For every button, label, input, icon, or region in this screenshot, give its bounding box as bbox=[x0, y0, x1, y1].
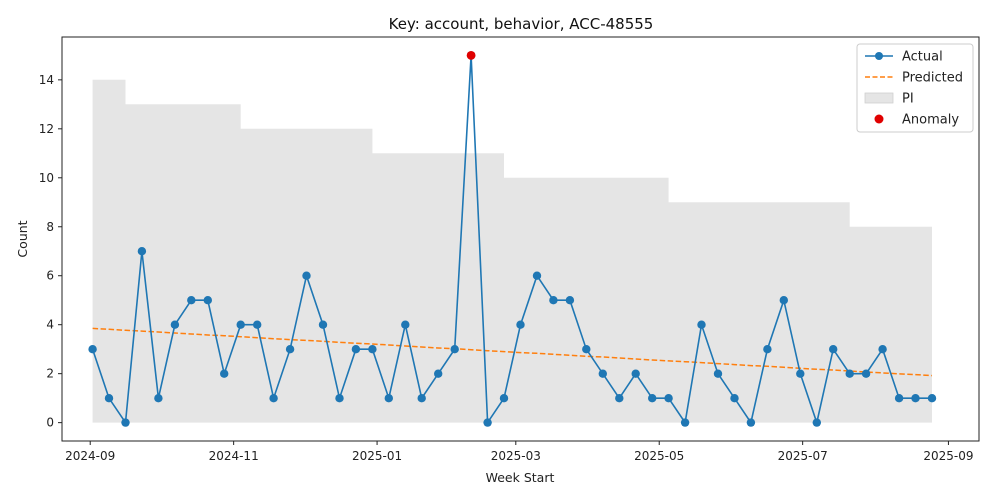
actual-line bbox=[91, 55, 932, 426]
actual-point bbox=[302, 271, 311, 280]
actual-point bbox=[763, 345, 772, 354]
actual-point bbox=[104, 394, 114, 403]
actual-point bbox=[878, 345, 887, 354]
actual-point bbox=[335, 394, 344, 403]
x-axis-label: Week Start bbox=[486, 470, 555, 485]
actual-point bbox=[565, 296, 575, 305]
predicted-line bbox=[92, 327, 933, 377]
actual-point bbox=[417, 394, 426, 403]
actual-point bbox=[318, 320, 328, 329]
actual-point bbox=[137, 247, 147, 256]
y-tick-label: 14 bbox=[39, 73, 54, 87]
actual-point bbox=[368, 345, 377, 354]
actual-point bbox=[697, 320, 706, 329]
legend-anomaly-marker bbox=[874, 114, 884, 124]
actual-point bbox=[187, 296, 196, 305]
actual-point bbox=[779, 296, 788, 305]
actual-point bbox=[911, 394, 920, 403]
legend-label: Anomaly bbox=[902, 113, 959, 128]
actual-point bbox=[253, 320, 262, 329]
legend-frame bbox=[856, 43, 974, 133]
y-tick-label: 10 bbox=[39, 171, 54, 185]
y-tick-label: 4 bbox=[46, 318, 54, 332]
x-tick-label: 2024-09 bbox=[65, 449, 115, 463]
actual-point bbox=[796, 369, 805, 378]
chart-title: Key: account, behavior, ACC-48555 bbox=[389, 15, 654, 33]
y-tick-label: 0 bbox=[46, 416, 54, 430]
actual-point bbox=[236, 320, 245, 329]
x-tick-label: 2025-07 bbox=[778, 449, 828, 463]
actual-point bbox=[927, 394, 937, 403]
plot-frame bbox=[61, 36, 980, 442]
actual-point bbox=[894, 394, 904, 403]
actual-point bbox=[532, 271, 542, 280]
actual-point bbox=[170, 320, 180, 329]
anomaly-point bbox=[466, 51, 476, 60]
legend-actual-marker bbox=[875, 52, 883, 60]
actual-point bbox=[450, 345, 459, 354]
x-tick-label: 2025-01 bbox=[352, 449, 402, 463]
actual-point bbox=[664, 394, 673, 403]
actual-point bbox=[499, 394, 509, 403]
legend-label: Predicted bbox=[902, 71, 963, 86]
actual-point bbox=[220, 369, 229, 378]
actual-point bbox=[121, 418, 130, 427]
actual-point bbox=[483, 418, 492, 427]
actual-point bbox=[384, 394, 393, 403]
y-axis-label: Count bbox=[15, 220, 30, 257]
prediction-interval-band bbox=[92, 79, 933, 423]
y-tick-label: 8 bbox=[46, 220, 54, 234]
actual-point bbox=[434, 369, 443, 378]
x-tick-label: 2024-11 bbox=[209, 449, 259, 463]
x-tick-label: 2025-05 bbox=[634, 449, 684, 463]
actual-point bbox=[730, 394, 739, 403]
actual-point bbox=[351, 345, 361, 354]
actual-point bbox=[516, 320, 525, 329]
actual-point bbox=[845, 369, 854, 378]
actual-point bbox=[203, 296, 212, 305]
actual-point bbox=[269, 394, 278, 403]
actual-point bbox=[631, 369, 640, 378]
x-tick-label: 2025-09 bbox=[923, 449, 973, 463]
actual-point bbox=[713, 369, 723, 378]
legend-label: PI bbox=[902, 92, 914, 107]
y-tick-label: 6 bbox=[46, 269, 54, 283]
actual-point bbox=[746, 418, 756, 427]
actual-point bbox=[285, 345, 295, 354]
actual-point bbox=[401, 320, 410, 329]
actual-point bbox=[598, 369, 607, 378]
actual-point bbox=[648, 394, 657, 403]
actual-point bbox=[549, 296, 558, 305]
legend-label: Actual bbox=[902, 50, 943, 65]
actual-point bbox=[615, 394, 624, 403]
actual-point bbox=[680, 418, 690, 427]
y-tick-label: 2 bbox=[46, 367, 54, 381]
actual-point bbox=[812, 418, 821, 427]
x-tick-label: 2025-03 bbox=[491, 449, 541, 463]
actual-point bbox=[861, 369, 871, 378]
legend-pi-swatch bbox=[864, 92, 894, 104]
y-tick-label: 12 bbox=[39, 122, 54, 136]
actual-point bbox=[582, 345, 591, 354]
actual-point bbox=[829, 345, 838, 354]
actual-point bbox=[154, 394, 163, 403]
actual-point bbox=[88, 345, 97, 354]
legend: Actual Predicted PI Anomaly bbox=[856, 43, 974, 133]
